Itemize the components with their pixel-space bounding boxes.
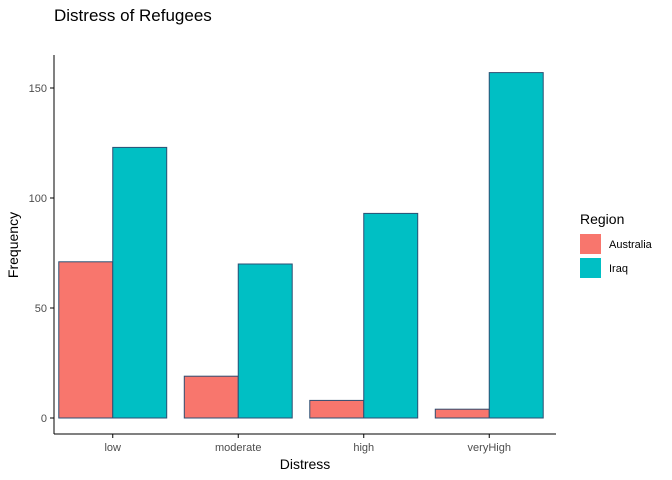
y-ticks: 0 50 100 150	[29, 83, 54, 425]
x-axis-title: Distress	[280, 456, 331, 472]
x-tick-label: veryHigh	[468, 442, 511, 454]
x-tick-label: high	[353, 442, 374, 454]
bar-australia-moderate	[183, 375, 239, 419]
y-tick-label: 50	[35, 303, 47, 315]
bar-australia-high	[309, 399, 365, 419]
bars	[58, 72, 544, 419]
bar-australia-veryhigh	[434, 408, 490, 419]
legend-key-australia	[580, 234, 601, 254]
legend: Region Australia Iraq	[580, 211, 653, 278]
legend-label-australia: Australia	[609, 239, 653, 251]
bar-iraq-high	[363, 212, 419, 419]
y-axis-title: Frequency	[5, 212, 21, 278]
bar-iraq-moderate	[237, 263, 293, 419]
bar-iraq-veryhigh	[488, 72, 544, 419]
x-ticks: low moderate high veryHigh	[104, 434, 511, 454]
legend-title: Region	[580, 211, 624, 227]
legend-label-iraq: Iraq	[609, 263, 628, 275]
bar-australia-low	[58, 261, 114, 419]
x-tick-label: moderate	[215, 442, 261, 454]
y-tick-label: 150	[29, 83, 47, 95]
bar-iraq-low	[112, 146, 168, 419]
y-tick-label: 0	[41, 413, 47, 425]
y-tick-label: 100	[29, 193, 47, 205]
x-tick-label: low	[104, 442, 121, 454]
legend-key-iraq	[580, 258, 601, 278]
chart-title: Distress of Refugees	[54, 6, 212, 25]
